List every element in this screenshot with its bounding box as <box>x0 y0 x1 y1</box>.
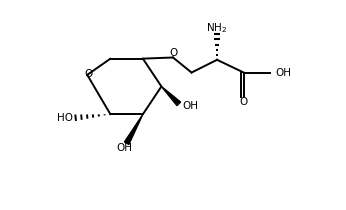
Polygon shape <box>125 114 143 144</box>
Text: HO: HO <box>57 113 73 123</box>
Polygon shape <box>162 87 181 106</box>
Text: NH$_2$: NH$_2$ <box>207 21 228 35</box>
Text: OH: OH <box>116 143 132 153</box>
Text: O: O <box>239 97 248 107</box>
Text: O: O <box>84 69 92 79</box>
Text: OH: OH <box>182 101 198 111</box>
Text: OH: OH <box>275 68 291 77</box>
Text: O: O <box>169 48 177 58</box>
